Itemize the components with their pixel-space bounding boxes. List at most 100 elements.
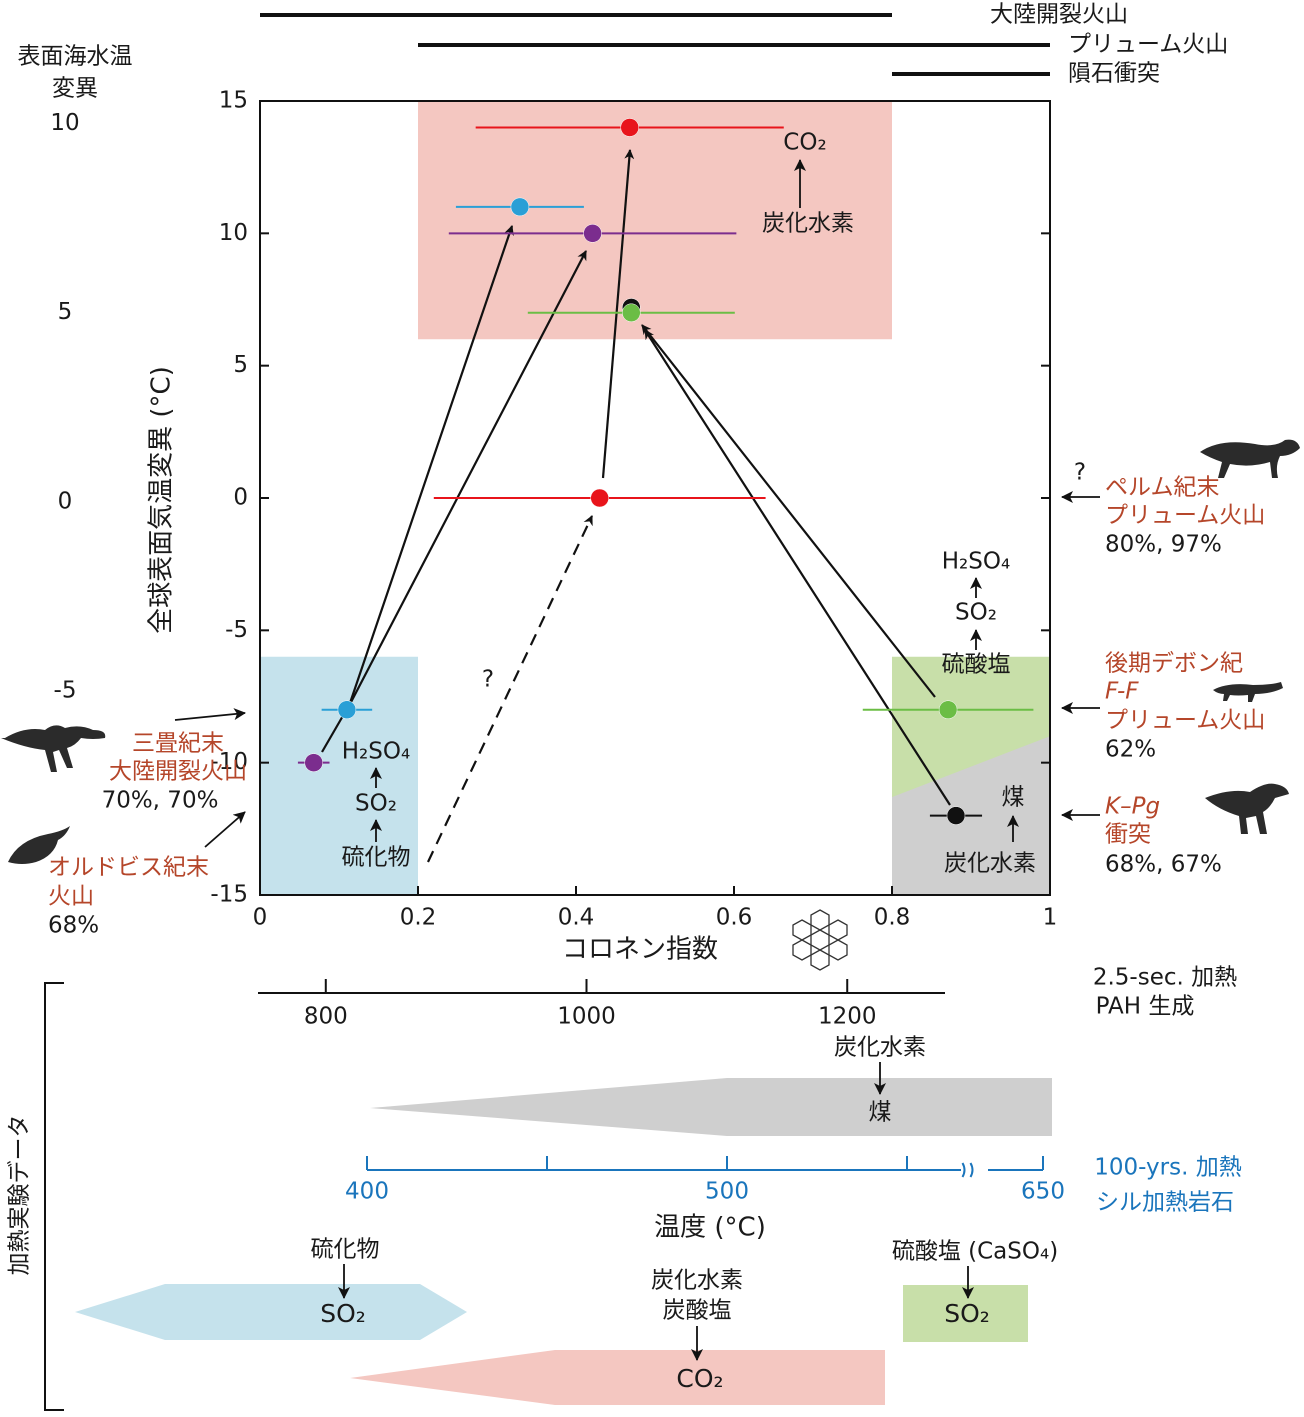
x-tick-label: 800 <box>304 1004 348 1030</box>
point <box>583 224 602 243</box>
x-tick-label: 650 <box>1021 1179 1065 1205</box>
x-tick-label: 1000 <box>557 1004 616 1030</box>
icon <box>1213 682 1283 702</box>
sulfide-range <box>75 1284 467 1340</box>
y-tick-label: -5 <box>225 617 248 643</box>
x-tick-label: 0.4 <box>558 905 595 931</box>
annotation: 硫酸塩 <box>942 652 1011 678</box>
connector <box>321 713 345 753</box>
icon <box>8 826 70 864</box>
event-label: F-F <box>1105 679 1139 705</box>
event-label: 68% <box>48 913 99 939</box>
axis-title: PAH 生成 <box>1096 994 1195 1020</box>
soot-range <box>370 1078 1052 1136</box>
x-tick-label: 0.2 <box>400 905 437 931</box>
y2-tick-label: 5 <box>58 299 73 325</box>
x-tick-label: 1200 <box>818 1004 877 1030</box>
annotation: H₂SO₄ <box>942 549 1010 575</box>
bracket <box>44 982 64 1411</box>
annotation: 硫化物 <box>342 845 411 871</box>
point <box>590 488 609 508</box>
annotation: SO₂ <box>955 600 997 626</box>
arrow <box>601 149 635 479</box>
y2-axis-title: 変異 <box>52 76 98 102</box>
label: SO₂ <box>320 1299 366 1328</box>
y2-tick-label: -5 <box>54 677 77 703</box>
y-tick-label: 5 <box>233 352 248 378</box>
label: 硫酸塩 (CaSO₄) <box>892 1239 1058 1265</box>
axis-title: 2.5-sec. 加熱 <box>1093 965 1237 991</box>
arrow <box>644 329 951 806</box>
event-label: 衝突 <box>1105 822 1151 848</box>
arrow <box>641 324 936 698</box>
annotation: 炭化水素 <box>762 211 854 237</box>
y-tick-label: -15 <box>210 882 248 908</box>
silhouettes <box>1 439 1300 864</box>
sill-axis: 400 500 650 <box>345 1156 1065 1205</box>
icon <box>1205 783 1289 834</box>
arrow <box>174 708 246 721</box>
region <box>260 656 418 895</box>
x-tick-label: 400 <box>345 1179 389 1205</box>
point <box>304 753 323 772</box>
annotation: 炭化水素 <box>944 851 1036 877</box>
y-tick-label: 10 <box>219 220 248 246</box>
pah-axis: 800 1000 1200 <box>258 979 945 1030</box>
x-axis-title: コロネン指数 <box>562 935 718 965</box>
axis-title: 100-yrs. 加熱 <box>1094 1155 1241 1181</box>
x-tick-label: 1 <box>1043 905 1058 931</box>
event-label: 火山 <box>48 884 94 910</box>
point <box>620 118 639 137</box>
axis-title: 温度 (°C) <box>654 1213 766 1243</box>
y2-axis-title: 表面海水温 <box>18 44 133 70</box>
x-tick-label: 0 <box>253 905 268 931</box>
y2-tick-label: 0 <box>58 488 73 514</box>
point <box>938 700 958 719</box>
label: 炭化水素 <box>834 1035 926 1061</box>
section-title: 加熱実験データ <box>7 1115 33 1276</box>
plot: -15 -10 -5 0 5 10 15 0 0.2 0.4 0.6 0.8 1 -5 0 5 10 <box>50 88 1057 931</box>
label: 硫化物 <box>311 1237 380 1263</box>
axis-break <box>961 1162 966 1178</box>
event-label: プリューム火山 <box>1105 503 1265 529</box>
event-label: 68%, 67% <box>1105 852 1222 878</box>
y-tick-label: 0 <box>233 485 248 511</box>
label: 煤 <box>869 1100 892 1126</box>
annotation: SO₂ <box>355 791 397 817</box>
y-tick-label: 15 <box>219 88 248 114</box>
annotation: ? <box>482 667 494 693</box>
event-label: 後期デボン紀 <box>1105 651 1243 677</box>
event-label: 80%, 97% <box>1105 532 1222 558</box>
x-tick-label: 500 <box>705 1179 749 1205</box>
point <box>337 700 357 719</box>
plot-frame <box>259 100 1051 896</box>
axis-title: シル加熱岩石 <box>1096 1190 1234 1216</box>
arrows <box>174 149 1100 863</box>
annotation: CO₂ <box>783 130 826 156</box>
arrow <box>348 250 587 707</box>
annotation: ? <box>1074 460 1086 486</box>
event-label: 大陸開裂火山 <box>109 759 247 785</box>
point <box>622 303 641 322</box>
event-label: オルドビス紀末 <box>48 855 209 881</box>
arrow <box>347 225 514 707</box>
annotation: H₂SO₄ <box>342 739 410 765</box>
co2-range <box>350 1350 885 1405</box>
range-label: 大陸開裂火山 <box>990 2 1128 28</box>
event-label: プリューム火山 <box>1105 708 1265 734</box>
label: CO₂ <box>676 1364 723 1393</box>
range-label: 隕石衝突 <box>1068 61 1160 87</box>
event-label: 三畳紀末 <box>132 731 224 757</box>
arrow <box>427 515 593 863</box>
label: 炭酸塩 <box>663 1298 732 1324</box>
label: 炭化水素 <box>651 1268 743 1294</box>
range-label: プリューム火山 <box>1068 32 1228 58</box>
arrow <box>204 811 246 848</box>
y2-tick-label: 10 <box>50 110 79 136</box>
event-label: 62% <box>1105 737 1156 763</box>
event-label: ペルム紀末 <box>1105 475 1220 501</box>
label: SO₂ <box>944 1299 990 1328</box>
icon <box>1 725 106 772</box>
point <box>510 197 530 217</box>
